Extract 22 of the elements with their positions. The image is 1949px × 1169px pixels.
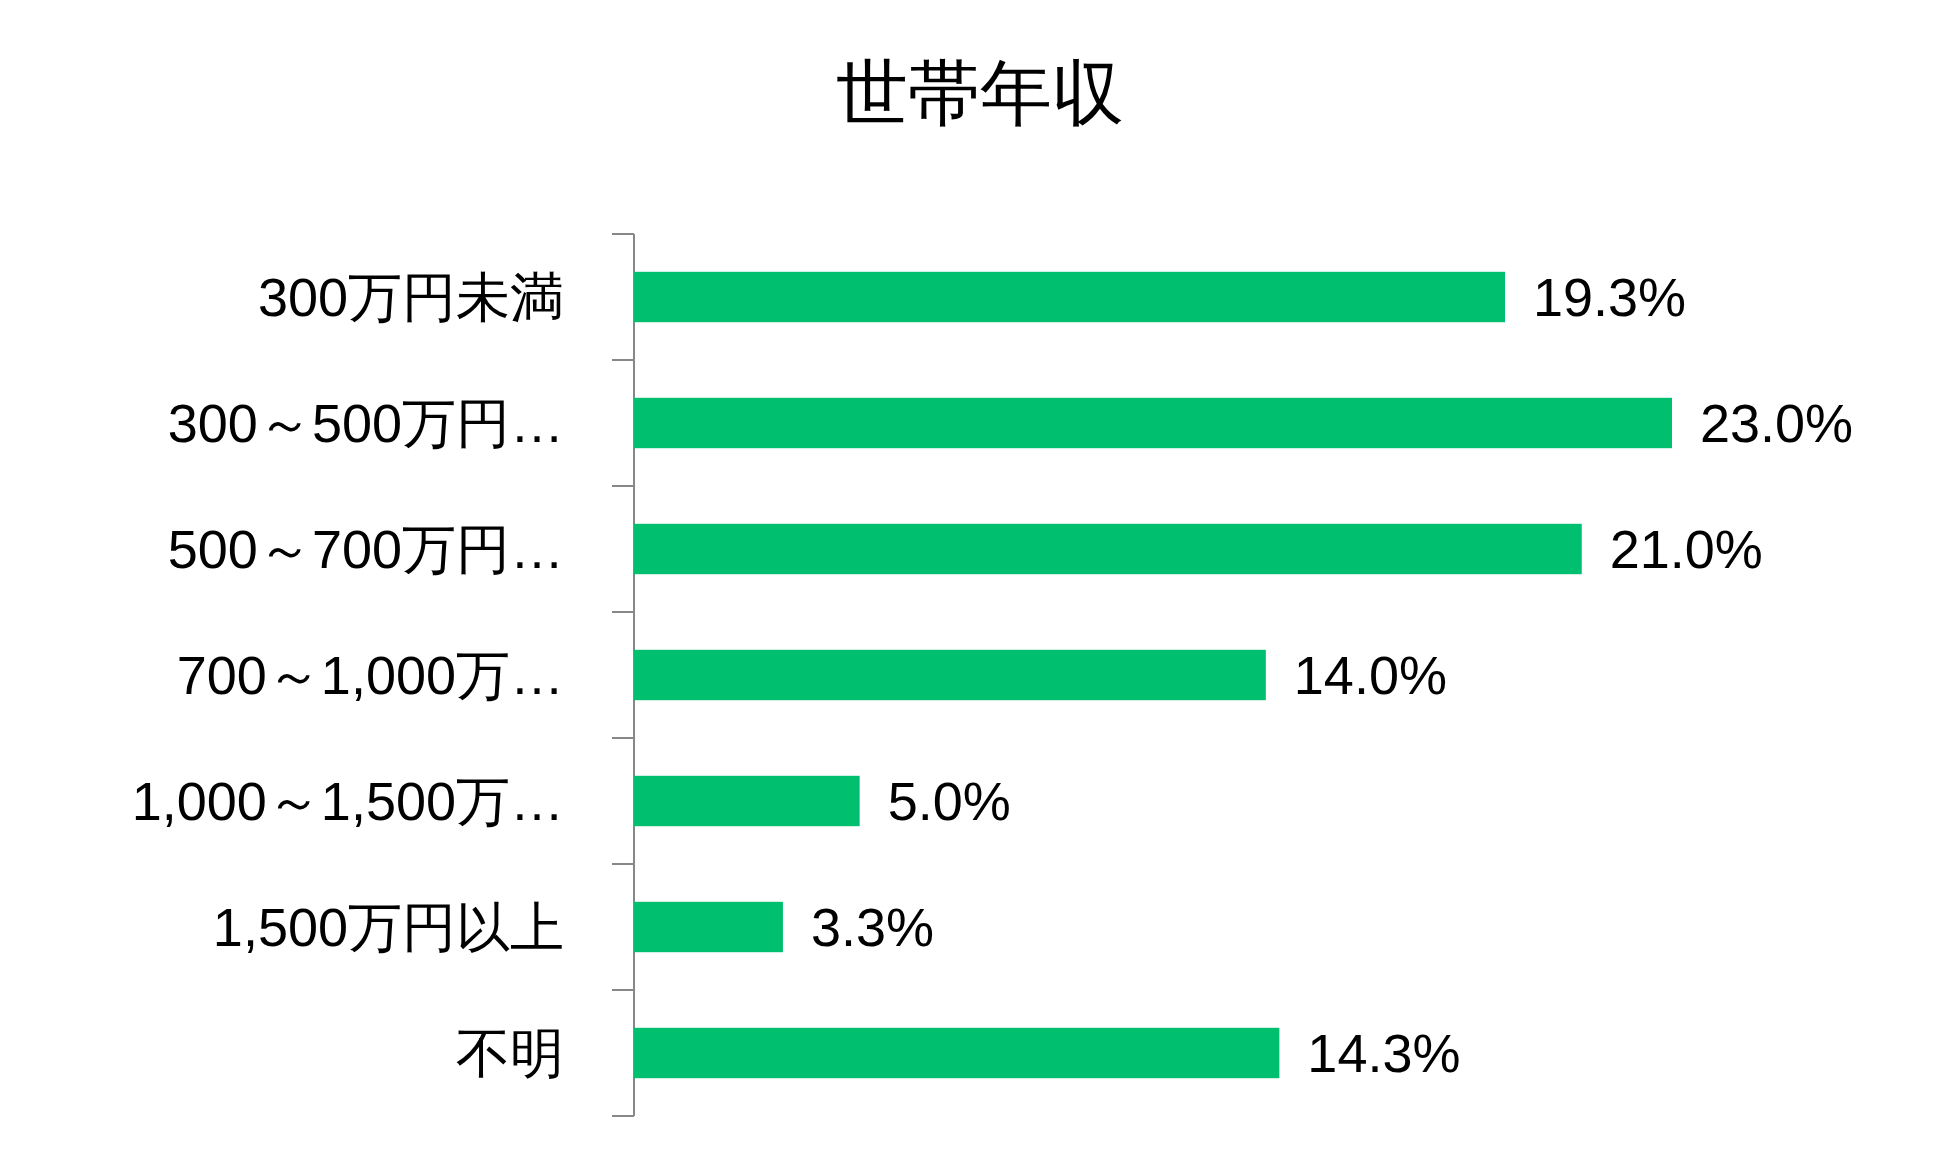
y-tick-label: 不明 [456, 1023, 564, 1083]
bar [634, 649, 1266, 701]
y-tick-label: 300～500万円… [167, 393, 564, 453]
data-label: 14.0% [1293, 645, 1447, 705]
y-tick-label: 1,500万円以上 [212, 897, 564, 957]
data-label: 19.3% [1533, 267, 1687, 327]
data-label: 3.3% [810, 897, 935, 957]
bar [634, 1027, 1280, 1079]
bar [634, 775, 860, 827]
data-label: 14.3% [1307, 1023, 1461, 1083]
y-tick-label: 500～700万円… [167, 519, 564, 579]
bar [634, 397, 1672, 449]
data-label: 23.0% [1700, 393, 1854, 453]
data-label: 5.0% [887, 771, 1011, 831]
y-tick-label: 1,000～1,500万… [131, 771, 564, 831]
bar [634, 901, 783, 953]
y-tick-label: 300万円未満 [257, 267, 564, 327]
y-tick-label: 700～1,000万… [176, 645, 564, 705]
data-label: 21.0% [1609, 519, 1763, 579]
chart-title: 世帯年収 [836, 53, 1124, 133]
bar [634, 271, 1506, 323]
bar [634, 523, 1582, 575]
